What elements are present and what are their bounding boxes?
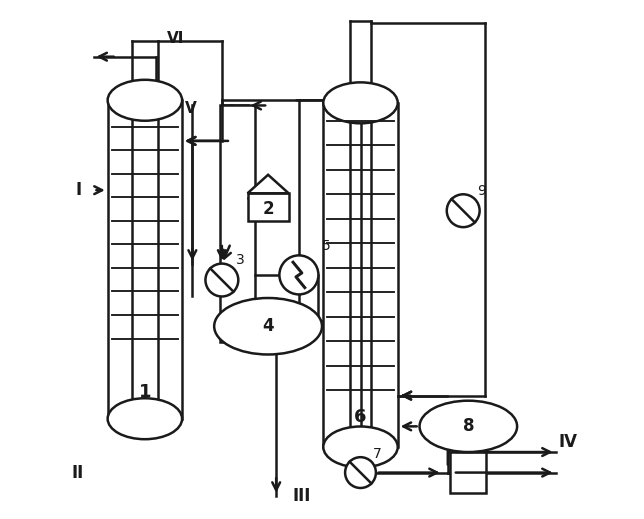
Circle shape — [205, 264, 238, 296]
Text: II: II — [72, 463, 84, 482]
Circle shape — [447, 194, 480, 227]
Text: 9: 9 — [477, 184, 486, 198]
Text: 4: 4 — [262, 317, 274, 335]
Text: I: I — [75, 181, 81, 199]
Bar — [323, 103, 398, 447]
Text: 3: 3 — [236, 253, 244, 267]
Text: VI: VI — [167, 31, 184, 46]
Text: IV: IV — [558, 433, 577, 451]
Text: 8: 8 — [462, 417, 474, 435]
Text: 2: 2 — [262, 199, 274, 217]
Ellipse shape — [323, 83, 398, 124]
Ellipse shape — [108, 80, 182, 121]
Text: 6: 6 — [354, 408, 367, 427]
Polygon shape — [247, 175, 289, 193]
Circle shape — [345, 457, 376, 488]
Bar — [247, 193, 289, 221]
Ellipse shape — [323, 427, 398, 468]
Text: III: III — [292, 487, 310, 504]
Text: 5: 5 — [322, 239, 330, 253]
Bar — [450, 452, 486, 493]
Text: V: V — [185, 101, 197, 116]
Ellipse shape — [108, 398, 182, 439]
Circle shape — [279, 255, 318, 294]
Text: 1: 1 — [138, 384, 151, 402]
Bar — [220, 105, 255, 342]
Ellipse shape — [214, 298, 322, 354]
Ellipse shape — [419, 401, 517, 452]
Text: 7: 7 — [373, 447, 382, 461]
Bar — [108, 100, 182, 419]
